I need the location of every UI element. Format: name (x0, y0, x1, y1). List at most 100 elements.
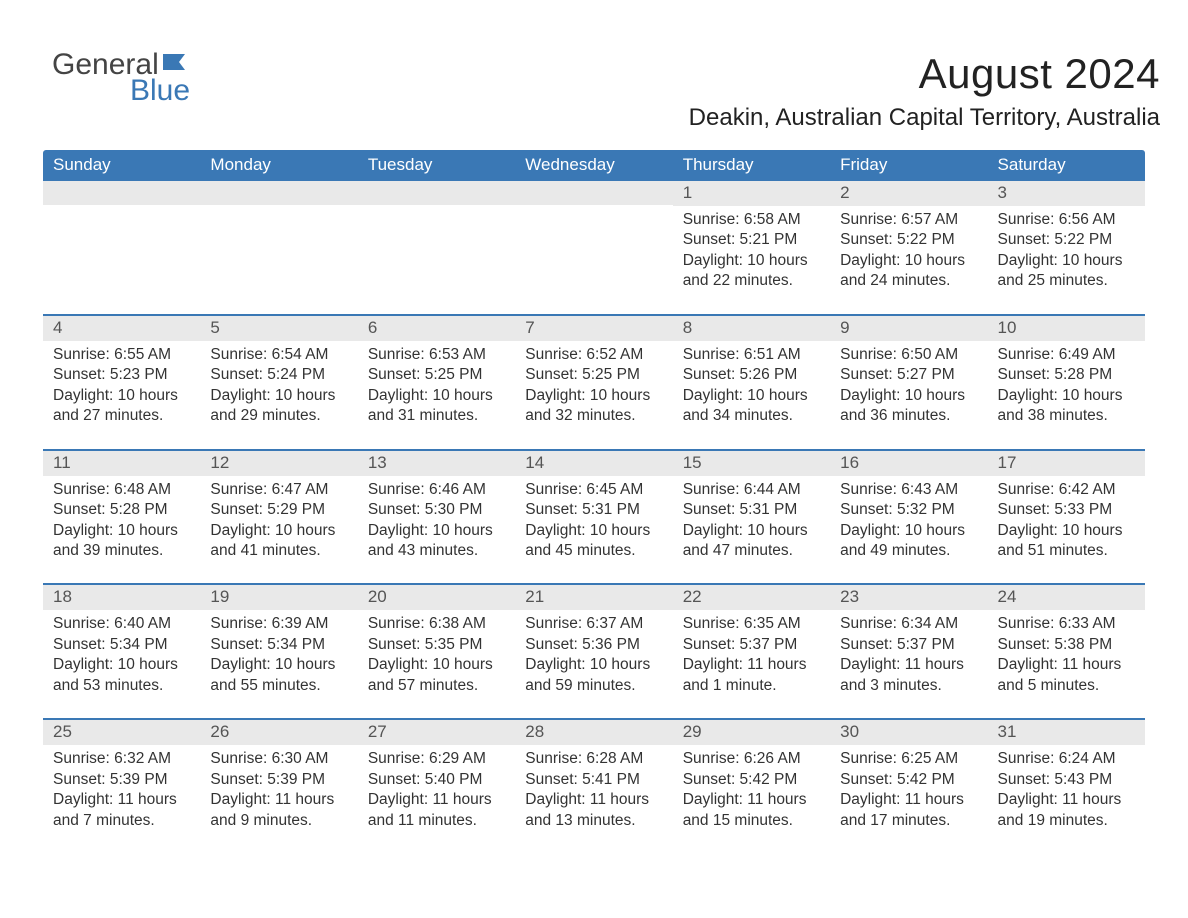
daylight-line-2: and 38 minutes. (998, 406, 1135, 426)
daylight-line-2: and 41 minutes. (210, 541, 347, 561)
day-number: 28 (515, 720, 672, 745)
day-cell: 26Sunrise: 6:30 AMSunset: 5:39 PMDayligh… (200, 720, 357, 853)
day-number: 1 (673, 181, 830, 206)
day-number (358, 181, 515, 205)
sunset-line: Sunset: 5:22 PM (998, 230, 1135, 250)
day-number: 25 (43, 720, 200, 745)
day-body: Sunrise: 6:58 AMSunset: 5:21 PMDaylight:… (673, 206, 830, 292)
daylight-line-2: and 34 minutes. (683, 406, 820, 426)
day-body: Sunrise: 6:53 AMSunset: 5:25 PMDaylight:… (358, 341, 515, 427)
daylight-line-1: Daylight: 10 hours (210, 655, 347, 675)
sunset-line: Sunset: 5:21 PM (683, 230, 820, 250)
daylight-line-1: Daylight: 10 hours (840, 251, 977, 271)
sunrise-line: Sunrise: 6:24 AM (998, 749, 1135, 769)
daylight-line-2: and 19 minutes. (998, 811, 1135, 831)
daylight-line-2: and 7 minutes. (53, 811, 190, 831)
empty-day-cell (515, 181, 672, 314)
day-number (43, 181, 200, 205)
day-body: Sunrise: 6:29 AMSunset: 5:40 PMDaylight:… (358, 745, 515, 831)
sunrise-line: Sunrise: 6:57 AM (840, 210, 977, 230)
sunrise-line: Sunrise: 6:51 AM (683, 345, 820, 365)
day-body: Sunrise: 6:50 AMSunset: 5:27 PMDaylight:… (830, 341, 987, 427)
day-body: Sunrise: 6:32 AMSunset: 5:39 PMDaylight:… (43, 745, 200, 831)
sunrise-line: Sunrise: 6:25 AM (840, 749, 977, 769)
logo: General Blue (52, 50, 197, 106)
sunrise-line: Sunrise: 6:53 AM (368, 345, 505, 365)
day-number: 30 (830, 720, 987, 745)
sunset-line: Sunset: 5:32 PM (840, 500, 977, 520)
day-cell: 9Sunrise: 6:50 AMSunset: 5:27 PMDaylight… (830, 316, 987, 449)
daylight-line-1: Daylight: 11 hours (840, 655, 977, 675)
day-number: 9 (830, 316, 987, 341)
daylight-line-1: Daylight: 10 hours (368, 655, 505, 675)
daylight-line-2: and 3 minutes. (840, 676, 977, 696)
daylight-line-1: Daylight: 10 hours (53, 655, 190, 675)
sunrise-line: Sunrise: 6:39 AM (210, 614, 347, 634)
sunset-line: Sunset: 5:25 PM (525, 365, 662, 385)
day-cell: 3Sunrise: 6:56 AMSunset: 5:22 PMDaylight… (988, 181, 1145, 314)
daylight-line-2: and 57 minutes. (368, 676, 505, 696)
sunset-line: Sunset: 5:38 PM (998, 635, 1135, 655)
daylight-line-2: and 1 minute. (683, 676, 820, 696)
sunset-line: Sunset: 5:30 PM (368, 500, 505, 520)
sunrise-line: Sunrise: 6:28 AM (525, 749, 662, 769)
daylight-line-1: Daylight: 10 hours (53, 386, 190, 406)
daylight-line-1: Daylight: 10 hours (53, 521, 190, 541)
day-cell: 21Sunrise: 6:37 AMSunset: 5:36 PMDayligh… (515, 585, 672, 718)
daylight-line-1: Daylight: 10 hours (210, 386, 347, 406)
day-number: 10 (988, 316, 1145, 341)
day-cell: 19Sunrise: 6:39 AMSunset: 5:34 PMDayligh… (200, 585, 357, 718)
day-number: 5 (200, 316, 357, 341)
daylight-line-2: and 5 minutes. (998, 676, 1135, 696)
dow-cell: Saturday (988, 150, 1145, 181)
daylight-line-2: and 55 minutes. (210, 676, 347, 696)
day-of-week-header: SundayMondayTuesdayWednesdayThursdayFrid… (43, 150, 1145, 181)
day-body: Sunrise: 6:46 AMSunset: 5:30 PMDaylight:… (358, 476, 515, 562)
day-number: 15 (673, 451, 830, 476)
sunrise-line: Sunrise: 6:50 AM (840, 345, 977, 365)
day-body: Sunrise: 6:52 AMSunset: 5:25 PMDaylight:… (515, 341, 672, 427)
daylight-line-2: and 43 minutes. (368, 541, 505, 561)
sunrise-line: Sunrise: 6:47 AM (210, 480, 347, 500)
daylight-line-1: Daylight: 10 hours (998, 251, 1135, 271)
sunset-line: Sunset: 5:35 PM (368, 635, 505, 655)
day-cell: 15Sunrise: 6:44 AMSunset: 5:31 PMDayligh… (673, 451, 830, 584)
sunset-line: Sunset: 5:39 PM (210, 770, 347, 790)
day-body: Sunrise: 6:38 AMSunset: 5:35 PMDaylight:… (358, 610, 515, 696)
day-cell: 5Sunrise: 6:54 AMSunset: 5:24 PMDaylight… (200, 316, 357, 449)
sunrise-line: Sunrise: 6:29 AM (368, 749, 505, 769)
daylight-line-1: Daylight: 10 hours (840, 521, 977, 541)
day-body: Sunrise: 6:45 AMSunset: 5:31 PMDaylight:… (515, 476, 672, 562)
daylight-line-1: Daylight: 11 hours (840, 790, 977, 810)
sunset-line: Sunset: 5:43 PM (998, 770, 1135, 790)
sunrise-line: Sunrise: 6:55 AM (53, 345, 190, 365)
sunrise-line: Sunrise: 6:30 AM (210, 749, 347, 769)
sunset-line: Sunset: 5:29 PM (210, 500, 347, 520)
daylight-line-1: Daylight: 10 hours (840, 386, 977, 406)
day-number: 2 (830, 181, 987, 206)
daylight-line-1: Daylight: 10 hours (683, 386, 820, 406)
day-number: 8 (673, 316, 830, 341)
daylight-line-1: Daylight: 10 hours (525, 386, 662, 406)
dow-cell: Friday (830, 150, 987, 181)
sunset-line: Sunset: 5:25 PM (368, 365, 505, 385)
week-row: 1Sunrise: 6:58 AMSunset: 5:21 PMDaylight… (43, 181, 1145, 314)
day-number: 17 (988, 451, 1145, 476)
day-body: Sunrise: 6:28 AMSunset: 5:41 PMDaylight:… (515, 745, 672, 831)
day-number (200, 181, 357, 205)
sunrise-line: Sunrise: 6:37 AM (525, 614, 662, 634)
day-cell: 4Sunrise: 6:55 AMSunset: 5:23 PMDaylight… (43, 316, 200, 449)
daylight-line-2: and 9 minutes. (210, 811, 347, 831)
day-cell: 11Sunrise: 6:48 AMSunset: 5:28 PMDayligh… (43, 451, 200, 584)
day-cell: 23Sunrise: 6:34 AMSunset: 5:37 PMDayligh… (830, 585, 987, 718)
day-cell: 29Sunrise: 6:26 AMSunset: 5:42 PMDayligh… (673, 720, 830, 853)
day-cell: 31Sunrise: 6:24 AMSunset: 5:43 PMDayligh… (988, 720, 1145, 853)
sunrise-line: Sunrise: 6:56 AM (998, 210, 1135, 230)
daylight-line-2: and 15 minutes. (683, 811, 820, 831)
daylight-line-1: Daylight: 11 hours (210, 790, 347, 810)
daylight-line-2: and 51 minutes. (998, 541, 1135, 561)
location-subtitle: Deakin, Australian Capital Territory, Au… (689, 104, 1160, 132)
day-body: Sunrise: 6:35 AMSunset: 5:37 PMDaylight:… (673, 610, 830, 696)
day-cell: 27Sunrise: 6:29 AMSunset: 5:40 PMDayligh… (358, 720, 515, 853)
day-number: 14 (515, 451, 672, 476)
